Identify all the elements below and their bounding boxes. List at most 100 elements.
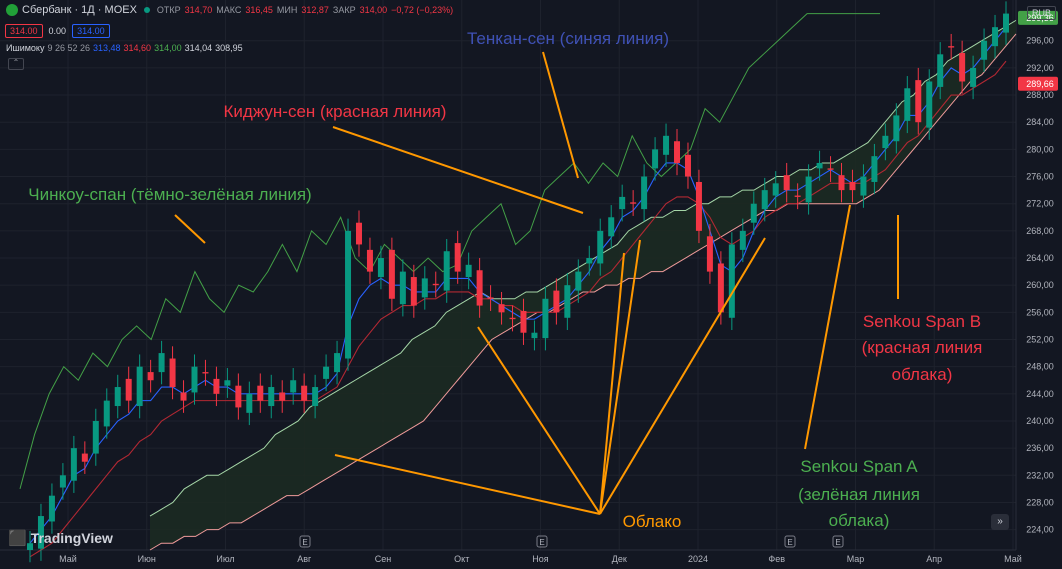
x-tick-label: Июл — [216, 554, 234, 564]
candle-body — [345, 230, 352, 359]
candle-body — [860, 176, 867, 196]
x-tick-label: Авг — [297, 554, 312, 564]
low-value: 312,87 — [301, 5, 329, 15]
event-marker — [299, 535, 311, 548]
annotation-arrow — [477, 326, 601, 515]
y-tick-label: 276,00 — [1026, 172, 1054, 182]
candle-body — [180, 392, 187, 401]
buy-button[interactable]: 314.00 — [72, 24, 110, 38]
candle-body — [553, 290, 560, 313]
candle-body — [388, 249, 395, 299]
event-marker — [832, 535, 844, 548]
low-label: МИН — [276, 5, 298, 15]
event-marker — [784, 535, 796, 548]
candle-body — [169, 358, 176, 388]
chikou-value: 314,00 — [154, 43, 182, 53]
annotation-arrow — [174, 214, 206, 244]
chart-header: Сбербанк · 1Д · MOEX ОТКР 314,70 МАКС 316,… — [6, 4, 453, 16]
event-marker-label: E — [539, 538, 544, 547]
kijun-value: 314,60 — [123, 43, 152, 53]
symbol-title[interactable]: Сбербанк · 1Д · MOEX — [22, 4, 137, 16]
candle-body — [816, 162, 823, 169]
candle-body — [586, 258, 593, 264]
candle-body — [893, 115, 900, 142]
candle-body — [750, 203, 757, 223]
trade-buttons: 314.00 0.00 314.00 — [5, 24, 110, 38]
open-label: ОТКР — [156, 5, 181, 15]
close-label: ЗАКР — [332, 5, 356, 15]
candle-body — [312, 387, 319, 407]
candle-body — [147, 372, 154, 381]
candle-body — [597, 230, 604, 264]
annotation-arrow — [804, 204, 851, 450]
candle-body — [290, 380, 297, 393]
candle-body — [476, 270, 483, 306]
candle-body — [882, 135, 889, 149]
y-tick-label: 228,00 — [1026, 497, 1054, 507]
annotation-span-b: Senkou Span B — [863, 312, 981, 331]
x-tick-label: Май — [1004, 554, 1022, 564]
y-tick-label: 296,00 — [1026, 36, 1054, 46]
candle-body — [487, 297, 494, 299]
scroll-to-realtime-button[interactable]: » — [991, 514, 1009, 530]
event-marker-label: E — [787, 538, 792, 547]
chevron-up-icon[interactable]: ⌃ — [8, 58, 24, 70]
x-tick-label: Окт — [454, 554, 469, 564]
sberbank-logo-icon — [6, 4, 18, 16]
candle-body — [970, 67, 977, 87]
x-tick-label: Дек — [612, 554, 627, 564]
tradingview-logo-text: TradingView — [30, 530, 113, 546]
candle-body — [575, 271, 582, 291]
candle-body — [981, 40, 988, 60]
y-tick-label: 252,00 — [1026, 335, 1054, 345]
candle-body — [926, 81, 933, 128]
candle-body — [114, 387, 121, 407]
y-tick-label: 240,00 — [1026, 416, 1054, 426]
annotation-arrow — [599, 239, 641, 515]
sell-button[interactable]: 314.00 — [5, 24, 43, 38]
candle-body — [619, 196, 626, 210]
candle-body — [48, 495, 55, 522]
candle-body — [27, 543, 33, 550]
annotation-arrow — [599, 237, 766, 515]
currency-label[interactable]: RUB — [1026, 6, 1056, 20]
y-tick-label: 280,00 — [1026, 144, 1054, 154]
annotation-arrow — [334, 454, 601, 515]
candle-body — [695, 181, 702, 231]
close-value: 314,00 — [359, 5, 388, 15]
candle-body — [838, 175, 845, 191]
y-tick-label: 284,00 — [1026, 117, 1054, 127]
indicator-legend[interactable]: Ишимоку 9 26 52 26 313,48 314,60 314,00 … — [6, 43, 243, 53]
candle-body — [323, 366, 330, 379]
span-b-value: 308,95 — [215, 43, 243, 53]
event-marker — [536, 535, 548, 548]
candle-body — [70, 448, 77, 481]
price-label: 289,66 — [1026, 79, 1054, 89]
x-tick-label: Мар — [847, 554, 865, 564]
candle-body — [191, 366, 198, 393]
candle-body — [498, 304, 505, 313]
candle-body — [630, 202, 637, 204]
event-marker-label: E — [835, 538, 840, 547]
candle-body — [728, 244, 735, 318]
candle-body — [849, 181, 856, 191]
senkou-span-a-line — [149, 19, 1017, 517]
annotation-span-a: (зелёная линия — [798, 485, 920, 504]
y-tick-label: 224,00 — [1026, 525, 1054, 535]
candle-body — [235, 385, 242, 408]
y-tick-label: 292,00 — [1026, 63, 1054, 73]
market-status-dot-icon — [143, 7, 150, 13]
indicator-name: Ишимоку — [6, 43, 45, 53]
price-label-tag — [1018, 76, 1058, 91]
change-value: −0,72 (−0,23%) — [391, 5, 454, 15]
candle-body — [125, 378, 132, 401]
candle-body — [608, 217, 615, 237]
annotation-span-a: Senkou Span A — [800, 457, 918, 476]
candle-body — [542, 298, 549, 339]
indicator-params: 9 26 52 26 — [47, 43, 90, 53]
x-tick-label: Ноя — [532, 554, 549, 564]
candle-body — [334, 353, 341, 373]
candle-body — [827, 168, 834, 170]
x-tick-label: 2024 — [688, 554, 708, 564]
